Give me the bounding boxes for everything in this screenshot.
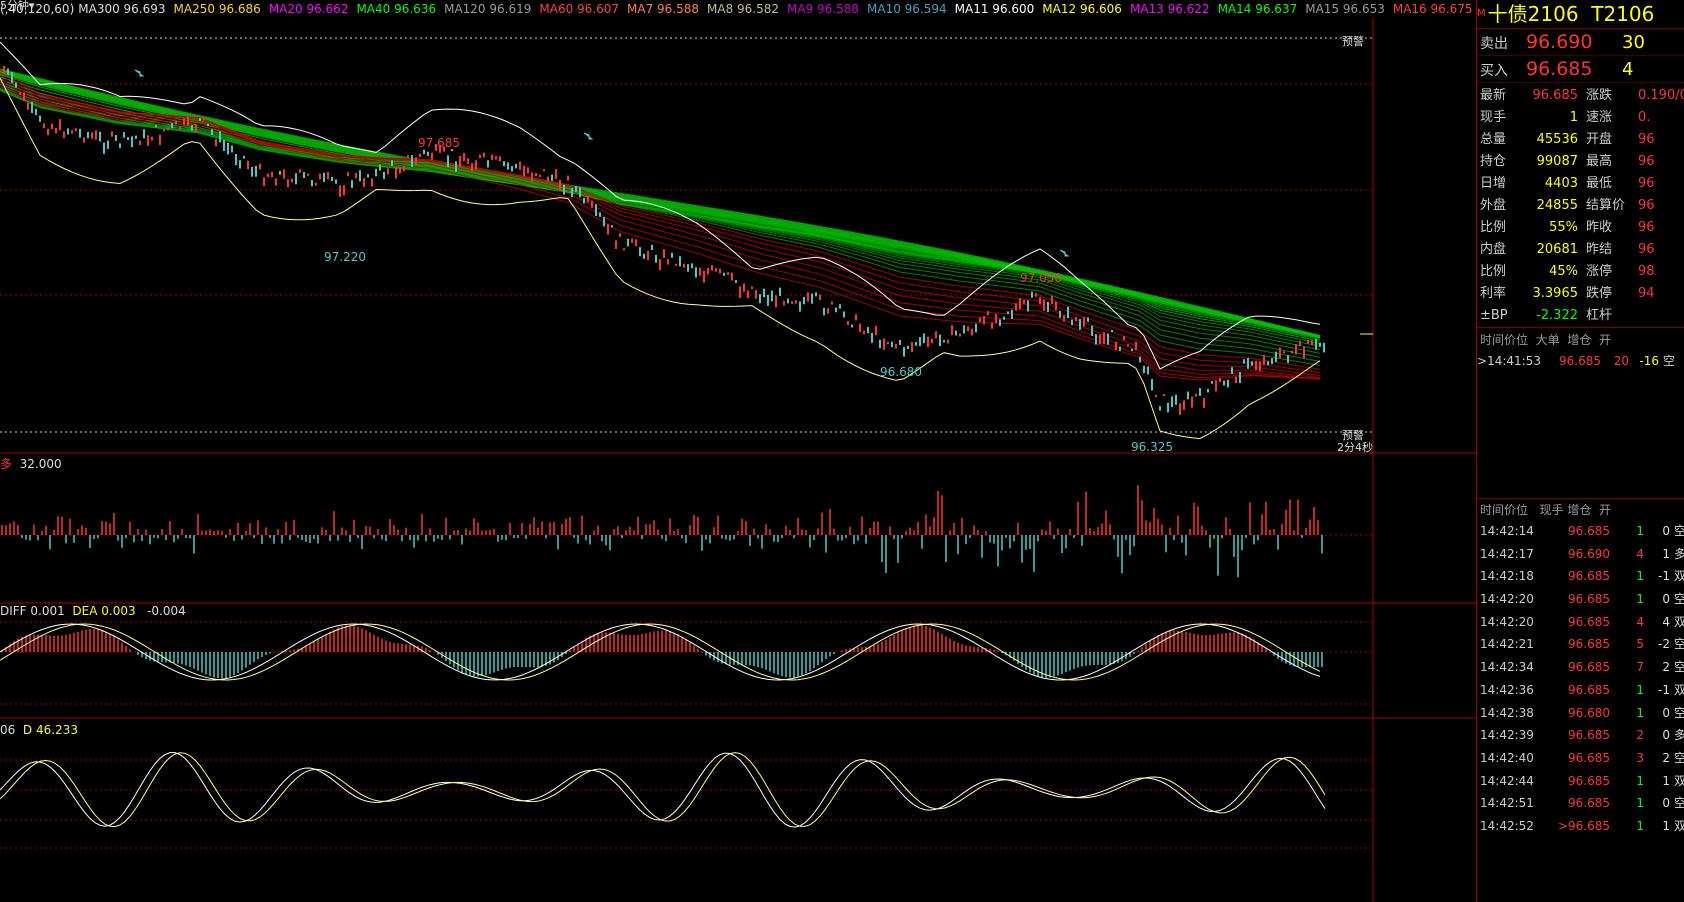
tick-row[interactable]: 14:42:38 96.680 1 0 空 bbox=[1480, 705, 1684, 720]
macd-label: DIFF 0.001 DEA 0.003 -0.004 bbox=[0, 604, 186, 618]
ma-legend-item: MA16 96.675 bbox=[1392, 2, 1473, 16]
ma-legend-item: MA15 96.653 bbox=[1305, 2, 1385, 16]
chart-area[interactable]: (,40,120,60) MA300 96.693 MA250 96.686 MA20… bbox=[0, 0, 1476, 902]
stat-row: 内盘 20681 昨结 96 bbox=[1480, 242, 1655, 257]
ma-legend-item: MA13 96.622 bbox=[1129, 2, 1210, 16]
kdj-label: 06 D 46.233 bbox=[0, 723, 78, 737]
ma-legend-item: MA9 96.588 bbox=[787, 2, 860, 16]
params-label: (,40,120,60) bbox=[0, 2, 75, 16]
signal-arrow bbox=[1059, 249, 1070, 257]
bollinger-band bbox=[0, 77, 1321, 440]
tick-row[interactable]: 14:42:34 96.685 7 2 空 bbox=[1480, 660, 1684, 675]
bid-row[interactable]: 买入 96.685 4 bbox=[1477, 56, 1684, 83]
stat-row: 日增 4403 最低 96 bbox=[1480, 176, 1655, 191]
tick-row[interactable]: 14:42:39 96.685 2 0 多 bbox=[1480, 728, 1684, 743]
low-label-2: 96.680 bbox=[880, 365, 922, 379]
tick-row[interactable]: 14:42:52 >96.685 1 1 双 bbox=[1480, 818, 1684, 833]
ma-legend-item: MA120 96.619 bbox=[444, 2, 532, 16]
kdj-line bbox=[0, 752, 1326, 828]
big-order-row[interactable]: >14:41:53 96.685 20 -16 空 bbox=[1477, 354, 1676, 368]
tick-row[interactable]: 14:42:17 96.690 4 1 多 bbox=[1480, 546, 1684, 561]
stat-row: 持仓 99087 最高 96 bbox=[1480, 154, 1655, 169]
tick-row[interactable]: 14:42:14 96.685 1 0 空 bbox=[1480, 524, 1684, 538]
quote-panel: M 十债2106 T2106 卖出 96.690 30 买入 96.685 4 最新 96.… bbox=[1476, 0, 1684, 902]
signal-arrow bbox=[583, 132, 594, 140]
volume-label: 多 32.000 bbox=[0, 457, 62, 471]
ma-legend-item: MA250 96.686 bbox=[173, 2, 261, 16]
low-label-1: 97.220 bbox=[324, 250, 366, 264]
ma-legend-item: MA40 96.636 bbox=[356, 2, 437, 16]
ma-legend-item: MA20 96.662 bbox=[268, 2, 349, 16]
ma-legend-item: MA60 96.607 bbox=[539, 2, 620, 16]
stat-row: 外盘 24855 结算价 96 bbox=[1480, 198, 1655, 213]
tick-list[interactable]: 14:42:14 96.685 1 0 空 14:42:17 96.690 4 1 多 14:42:… bbox=[1477, 520, 1684, 838]
instrument-name: 十债2106 bbox=[1487, 2, 1579, 26]
tick-header: 时间价位 现手 增仓 开 bbox=[1480, 503, 1611, 517]
tick-row[interactable]: 14:42:51 96.685 1 0 空 bbox=[1480, 796, 1684, 811]
instrument-code: T2106 bbox=[1591, 2, 1655, 26]
macd-line bbox=[0, 623, 1321, 681]
ma-ribbon bbox=[0, 68, 1321, 381]
instrument-title: M 十债2106 T2106 bbox=[1477, 0, 1684, 29]
volume-bars bbox=[1, 485, 1323, 578]
ma-legend-bar: (,40,120,60) MA300 96.693 MA250 96.686 MA20… bbox=[0, 0, 1476, 18]
ma-legend-item: MA12 96.606 bbox=[1042, 2, 1122, 16]
kline-chart[interactable] bbox=[0, 0, 1476, 902]
tick-row[interactable]: 14:42:44 96.685 1 1 双 bbox=[1480, 773, 1684, 788]
ma-legend-item: MA300 96.693 bbox=[78, 2, 166, 16]
stat-row: 总量 45536 开盘 96 bbox=[1480, 132, 1655, 147]
alert-label-top: 预警 bbox=[1342, 35, 1364, 48]
candles bbox=[3, 65, 1325, 415]
tick-row[interactable]: 14:42:36 96.685 1 -1 双 bbox=[1480, 682, 1684, 697]
stat-row: 比例 45% 涨停 98 bbox=[1480, 264, 1655, 279]
alert-label-bottom: 预警 bbox=[1342, 429, 1364, 442]
bollinger-band bbox=[0, 41, 1321, 370]
low-label-3: 96.325 bbox=[1131, 440, 1173, 454]
ma-legend-item: MA8 96.582 bbox=[707, 2, 780, 16]
bar-countdown: 2分4秒 bbox=[1337, 441, 1373, 454]
stat-row: 利率 3.3965 跌停 94 bbox=[1480, 286, 1655, 301]
ma-legend-item: MA7 96.588 bbox=[627, 2, 700, 16]
tick-row[interactable]: 14:42:18 96.685 1 -1 双 bbox=[1480, 569, 1684, 584]
ma-legend-item: MA10 96.594 bbox=[867, 2, 947, 16]
ma-legend: MA300 96.693 MA250 96.686 MA20 96.662 MA40 … bbox=[78, 2, 1480, 16]
signal-arrow bbox=[134, 69, 145, 77]
kdj-line bbox=[0, 752, 1326, 828]
stat-row: 现手 1 速涨 0. bbox=[1480, 110, 1651, 125]
tick-row[interactable]: 14:42:20 96.685 1 0 空 bbox=[1480, 592, 1684, 607]
high-label-2: 97.050 bbox=[1020, 271, 1062, 285]
tick-row[interactable]: 14:42:21 96.685 5 -2 空 bbox=[1480, 637, 1684, 652]
tick-row[interactable]: 14:42:20 96.685 4 4 双 bbox=[1480, 614, 1684, 629]
big-order-header: 时间价位 大单 增仓 开 bbox=[1480, 333, 1611, 347]
ma-legend-item: MA14 96.637 bbox=[1217, 2, 1298, 16]
ma-legend-item: MA11 96.600 bbox=[954, 2, 1035, 16]
tick-row[interactable]: 14:42:40 96.685 3 2 空 bbox=[1480, 750, 1684, 765]
ask-row[interactable]: 卖出 96.690 30 bbox=[1477, 29, 1684, 56]
stat-row: 比例 55% 昨收 96 bbox=[1480, 220, 1655, 235]
stat-row: ±BP -2.322 杠杆 bbox=[1480, 308, 1613, 323]
high-label-1: 97.685 bbox=[418, 136, 460, 150]
period-selector[interactable]: 5分钟▾ bbox=[0, 0, 35, 12]
